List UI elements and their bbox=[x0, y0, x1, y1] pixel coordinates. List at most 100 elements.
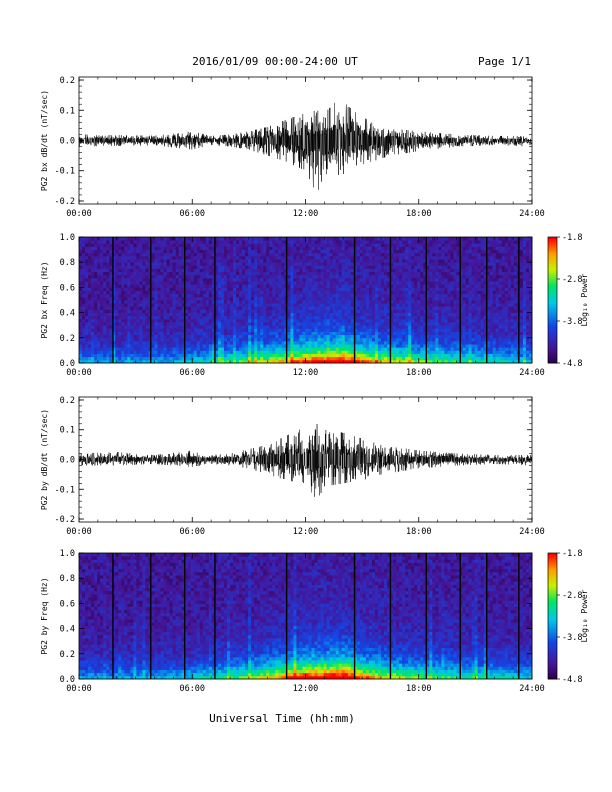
spectrogram-cell bbox=[205, 252, 210, 257]
spectrogram-cell bbox=[257, 287, 261, 291]
spectrogram-cell bbox=[103, 300, 107, 304]
spectrogram-cell bbox=[233, 300, 237, 304]
spectrogram-cell bbox=[399, 300, 403, 304]
spectrogram-cell bbox=[374, 309, 379, 313]
spectrogram-cell bbox=[441, 325, 445, 329]
spectrogram-cell bbox=[208, 259, 213, 263]
spectrogram-cell bbox=[157, 284, 161, 288]
spectrogram-cell bbox=[371, 252, 376, 257]
spectrogram-cell bbox=[275, 315, 279, 320]
spectrogram-cell bbox=[184, 303, 189, 307]
spectrogram-cell bbox=[184, 243, 189, 247]
spectrogram-cell bbox=[311, 243, 315, 247]
spectrogram-cell bbox=[356, 274, 361, 279]
spectrogram-cell bbox=[251, 337, 255, 342]
spectrogram-cell bbox=[335, 359, 340, 364]
spectrogram-cell bbox=[393, 246, 397, 250]
spectrogram-cell bbox=[251, 340, 255, 345]
spectrogram-cell bbox=[405, 325, 409, 329]
spectrogram-cell bbox=[338, 325, 343, 329]
spectrogram-cell bbox=[408, 249, 412, 254]
spectrogram-cell bbox=[353, 296, 358, 301]
spectrogram-cell bbox=[359, 356, 364, 361]
spectrogram-cell bbox=[220, 296, 225, 301]
spectrogram-cell bbox=[371, 303, 376, 307]
spectrogram-cell bbox=[414, 281, 418, 285]
spectrogram-cell bbox=[145, 296, 149, 301]
spectrogram-cell bbox=[166, 318, 170, 323]
spectrogram-cell bbox=[115, 262, 119, 266]
spectrogram-cell bbox=[308, 240, 312, 244]
spectrogram-cell bbox=[236, 331, 240, 336]
spectrogram-cell bbox=[390, 284, 394, 288]
spectrogram-cell bbox=[290, 350, 294, 354]
spectrogram-cell bbox=[242, 243, 246, 247]
spectrogram-cell bbox=[317, 312, 321, 317]
spectrogram-cell bbox=[374, 274, 379, 279]
spectrogram-cell bbox=[220, 246, 225, 250]
spectrogram-cell bbox=[79, 243, 83, 247]
spectrogram-cell bbox=[133, 312, 137, 317]
spectrogram-cell bbox=[260, 303, 264, 307]
spectrogram-cell bbox=[208, 350, 213, 354]
spectrogram-cell bbox=[299, 325, 303, 329]
spectrogram-cell bbox=[154, 325, 158, 329]
spectrogram-cell bbox=[287, 296, 291, 301]
spectrogram-cell bbox=[374, 281, 379, 285]
spectrogram-cell bbox=[211, 265, 216, 269]
spectrogram-cell bbox=[305, 318, 309, 323]
spectrogram-cell bbox=[414, 262, 418, 266]
spectrogram-cell bbox=[293, 296, 297, 301]
spectrogram-cell bbox=[205, 325, 210, 329]
spectrogram-cell bbox=[254, 271, 258, 276]
spectrogram-cell bbox=[344, 309, 349, 313]
spectrogram-cell bbox=[338, 322, 343, 326]
spectrogram-cell bbox=[335, 309, 340, 313]
spectrogram-cell bbox=[281, 284, 285, 288]
spectrogram-cell bbox=[299, 318, 303, 323]
spectrogram-cell bbox=[408, 274, 412, 279]
spectrogram-cell bbox=[163, 315, 167, 320]
spectrogram-cell bbox=[239, 246, 243, 250]
spectrogram-cell bbox=[239, 318, 243, 323]
spectrogram-cell bbox=[365, 350, 370, 354]
spectrogram-cell bbox=[402, 252, 406, 257]
spectrogram-cell bbox=[79, 328, 83, 332]
spectrogram-cell bbox=[441, 240, 445, 244]
spectrogram-cell bbox=[420, 303, 424, 307]
spectrogram-cell bbox=[169, 237, 174, 241]
spectrogram-cell bbox=[217, 337, 222, 342]
spectrogram-cell bbox=[230, 328, 234, 332]
spectrogram-cell bbox=[208, 353, 213, 358]
spectrogram-cell bbox=[423, 318, 427, 323]
spectrogram-cell bbox=[248, 274, 252, 279]
spectrogram-cell bbox=[166, 309, 170, 313]
spectrogram-cell bbox=[278, 359, 282, 364]
spectrogram-cell bbox=[157, 306, 161, 310]
spectrogram-cell bbox=[302, 331, 306, 336]
spectrogram-cell bbox=[371, 350, 376, 354]
spectrogram-cell bbox=[163, 290, 167, 295]
spectrogram-cell bbox=[109, 271, 113, 276]
spectrogram-cell bbox=[326, 303, 331, 307]
spectrogram-cell bbox=[390, 290, 394, 295]
spectrogram-cell bbox=[94, 303, 98, 307]
spectrogram-cell bbox=[169, 271, 174, 276]
spectrogram-cell bbox=[136, 356, 140, 361]
spectrogram-cell bbox=[220, 268, 225, 273]
spectrogram-cell bbox=[402, 315, 406, 320]
spectrogram-cell bbox=[196, 325, 201, 329]
spectrogram-cell bbox=[390, 315, 394, 320]
spectrogram-cell bbox=[236, 350, 240, 354]
spectrogram-cell bbox=[290, 356, 294, 361]
spectrogram-cell bbox=[332, 293, 337, 298]
spectrogram-cell bbox=[220, 243, 225, 247]
spectrogram-cell bbox=[263, 290, 267, 295]
spectrogram-cell bbox=[181, 303, 186, 307]
spectrogram-cell bbox=[154, 265, 158, 269]
spectrogram-cell bbox=[444, 284, 448, 288]
spectrogram-cell bbox=[426, 265, 430, 269]
spectrogram-cell bbox=[417, 281, 421, 285]
spectrogram-cell bbox=[387, 347, 391, 351]
spectrogram-cell bbox=[371, 337, 376, 342]
